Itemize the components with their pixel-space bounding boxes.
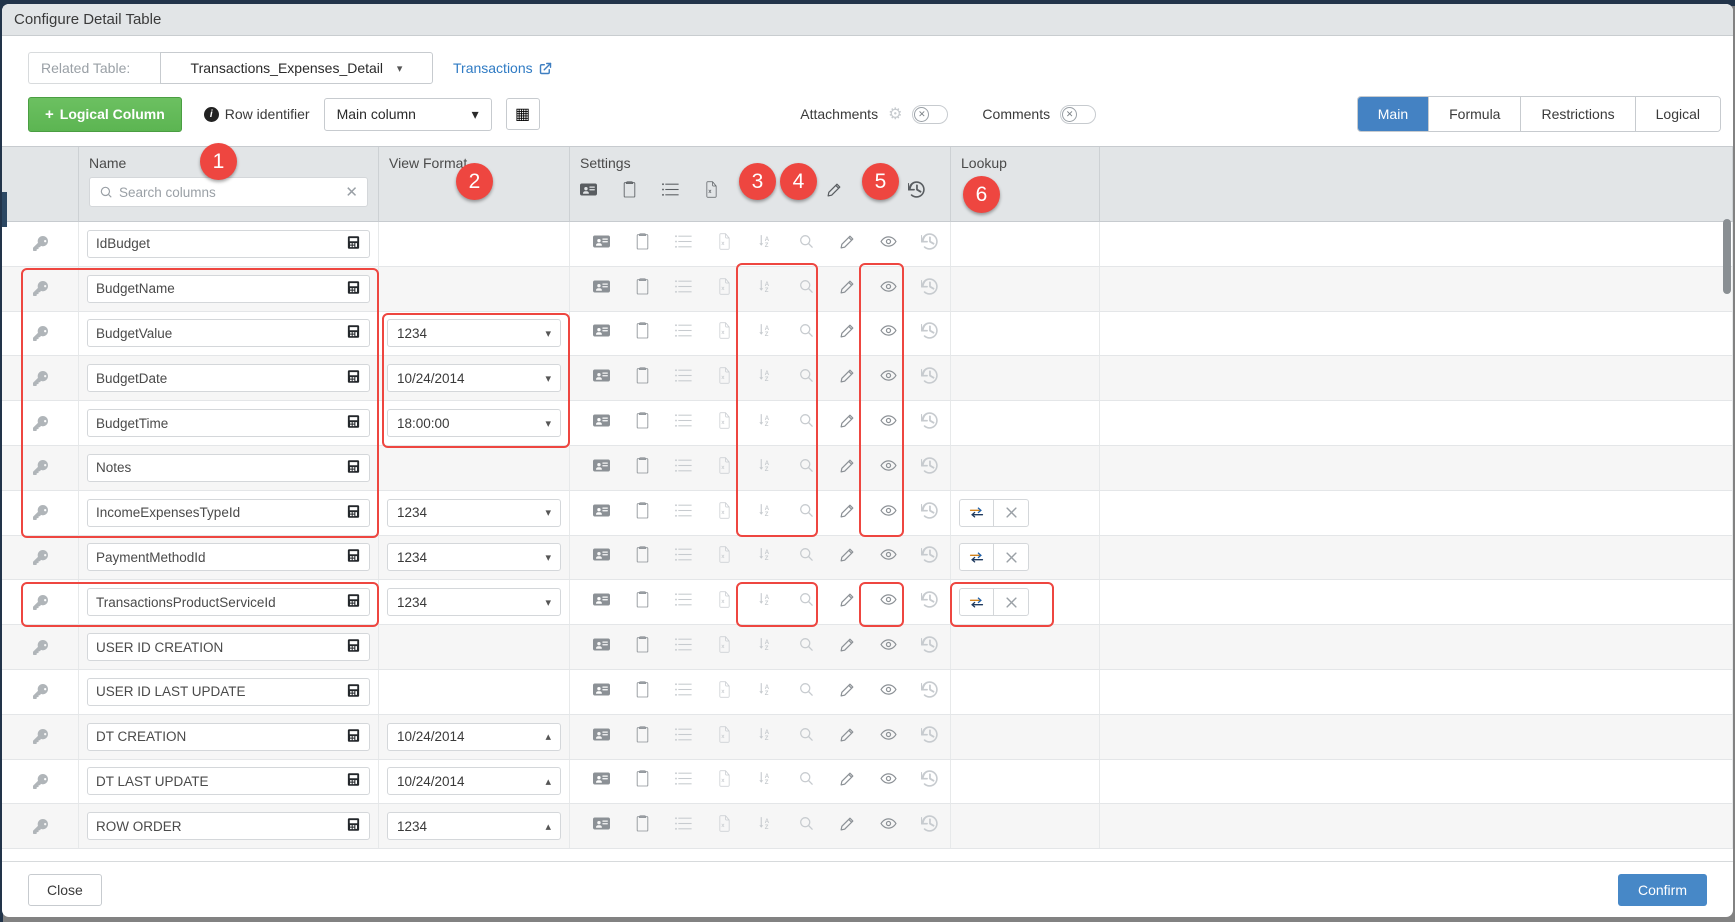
svg-text:A: A bbox=[765, 237, 770, 243]
svg-text:Z: Z bbox=[765, 825, 769, 831]
svg-text:Z: Z bbox=[765, 288, 769, 294]
svg-text:Z: Z bbox=[765, 781, 769, 787]
svg-text:A: A bbox=[765, 774, 770, 780]
svg-text:Z: Z bbox=[765, 601, 769, 607]
svg-text:Z: Z bbox=[765, 557, 769, 563]
svg-text:A: A bbox=[765, 281, 770, 287]
svg-text:A: A bbox=[765, 729, 770, 735]
svg-text:Z: Z bbox=[765, 333, 769, 339]
svg-text:A: A bbox=[765, 819, 770, 825]
svg-text:A: A bbox=[765, 461, 770, 467]
svg-text:Z: Z bbox=[765, 243, 769, 249]
svg-text:A: A bbox=[765, 416, 770, 422]
svg-text:Z: Z bbox=[765, 512, 769, 518]
svg-text:A: A bbox=[765, 326, 770, 332]
svg-text:A: A bbox=[765, 505, 770, 511]
svg-text:A: A bbox=[765, 550, 770, 556]
svg-text:Z: Z bbox=[765, 736, 769, 742]
svg-text:Z: Z bbox=[765, 467, 769, 473]
svg-text:Z: Z bbox=[765, 646, 769, 652]
svg-text:Z: Z bbox=[765, 691, 769, 697]
svg-text:Z: Z bbox=[765, 377, 769, 383]
svg-text:A: A bbox=[765, 685, 770, 691]
svg-text:Z: Z bbox=[765, 422, 769, 428]
svg-text:A: A bbox=[765, 595, 770, 601]
svg-text:A: A bbox=[765, 371, 770, 377]
svg-text:A: A bbox=[765, 640, 770, 646]
